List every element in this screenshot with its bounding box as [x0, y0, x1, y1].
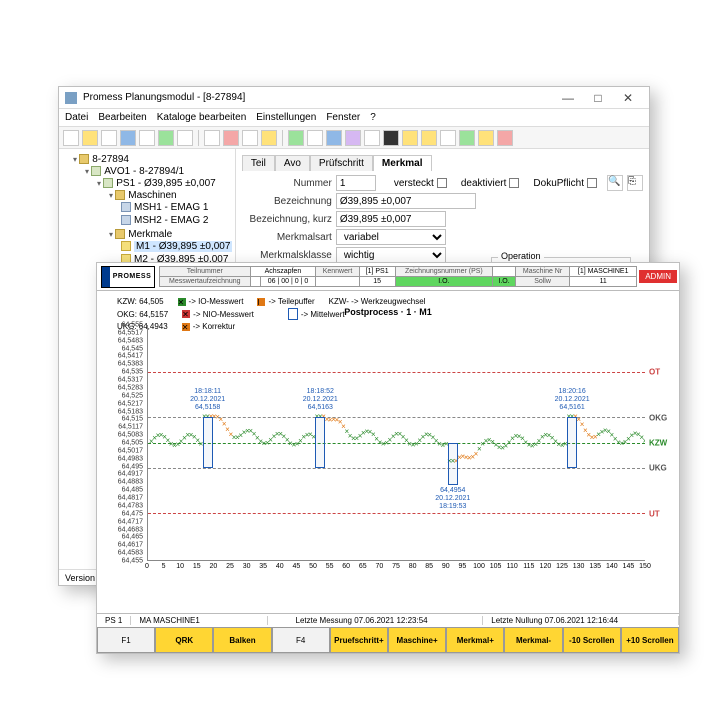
tb-icon[interactable] [440, 130, 456, 146]
promess-logo: PROMESS [101, 266, 155, 288]
fkey[interactable]: Maschine+ [388, 627, 446, 653]
tb-icon[interactable] [139, 130, 155, 146]
tb-icon[interactable] [101, 130, 117, 146]
tb-icon[interactable] [345, 130, 361, 146]
main-tabs: Teil Avo Prüfschritt Merkmal [242, 155, 643, 171]
plot: ××××××××××××××××××××××××××××××××××××××××… [147, 325, 645, 561]
tree-selected: M1 - Ø39,895 ±0,007 [121, 240, 233, 253]
status-row: PS 1 MA MASCHINE1 Letzte Messung 07.06.2… [97, 613, 679, 627]
x-axis-labels: 0510152025303540455055606570758085909510… [147, 563, 645, 577]
menu-fenster[interactable]: Fenster [326, 112, 360, 123]
chart-window: PROMESS TeilnummerAchszapfen Kennwert[1]… [96, 262, 680, 654]
tb-icon[interactable] [459, 130, 475, 146]
fkey[interactable]: Merkmal+ [446, 627, 504, 653]
close-button[interactable]: ✕ [613, 91, 643, 105]
tb-icon[interactable] [402, 130, 418, 146]
tab-merkmal[interactable]: Merkmal [373, 155, 432, 171]
fkey[interactable]: Pruefschritt+ [330, 627, 388, 653]
function-keys: F1QRKBalkenF4Pruefschritt+Maschine+Merkm… [97, 627, 679, 653]
tb-icon[interactable] [120, 130, 136, 146]
btn-icon1[interactable]: 🔍 [607, 175, 623, 191]
art-select[interactable]: variabel [336, 229, 446, 245]
chart-area: KZW: 64,505 ✕-> IO-Messwert І-> Teilepuf… [97, 291, 679, 587]
tab-avo[interactable]: Avo [275, 155, 310, 171]
window-title: Promess Planungsmodul - [8-27894] [83, 92, 245, 103]
fkey[interactable]: F1 [97, 627, 155, 653]
menu-datei[interactable]: Datei [65, 112, 88, 123]
right-labels: OTOKGKZWUKGUT [647, 325, 679, 561]
titlebar[interactable]: Promess Planungsmodul - [8-27894] — □ ✕ [59, 87, 649, 109]
minimize-button[interactable]: — [553, 91, 583, 105]
tb-icon[interactable] [364, 130, 380, 146]
fkey[interactable]: Balken [213, 627, 271, 653]
menu-bearbeiten[interactable]: Bearbeiten [98, 112, 146, 123]
menu-kataloge[interactable]: Kataloge bearbeiten [157, 112, 247, 123]
menubar: Datei Bearbeiten Kataloge bearbeiten Ein… [59, 109, 649, 127]
tb-icon[interactable] [326, 130, 342, 146]
tb-icon[interactable] [204, 130, 220, 146]
tb-icon[interactable] [63, 130, 79, 146]
maximize-button[interactable]: □ [583, 91, 613, 105]
bez-input[interactable] [336, 193, 476, 209]
tb-icon[interactable] [497, 130, 513, 146]
tb-icon[interactable] [177, 130, 193, 146]
chart-header: PROMESS TeilnummerAchszapfen Kennwert[1]… [97, 263, 679, 291]
tab-pruefschritt[interactable]: Prüfschritt [310, 155, 373, 171]
kl-select[interactable]: wichtig [336, 247, 446, 263]
fkey[interactable]: Merkmal- [504, 627, 562, 653]
menu-einstellungen[interactable]: Einstellungen [256, 112, 316, 123]
btn-icon2[interactable]: ⎘ [627, 175, 643, 191]
app-icon [65, 92, 77, 104]
chk-deaktiviert[interactable]: deaktiviert [461, 178, 520, 189]
tb-icon[interactable] [242, 130, 258, 146]
svg-text:×: × [643, 437, 645, 446]
bezk-input[interactable] [336, 211, 446, 227]
nummer-input[interactable] [336, 175, 376, 191]
chk-versteckt[interactable]: versteckt [394, 178, 447, 189]
menu-help[interactable]: ? [370, 112, 376, 123]
fkey[interactable]: +10 Scrollen [621, 627, 679, 653]
tb-icon[interactable] [307, 130, 323, 146]
tb-icon[interactable] [478, 130, 494, 146]
fkey[interactable]: -10 Scrollen [563, 627, 621, 653]
tb-icon[interactable] [158, 130, 174, 146]
tb-icon[interactable] [421, 130, 437, 146]
tb-icon[interactable] [82, 130, 98, 146]
tab-teil[interactable]: Teil [242, 155, 275, 171]
tb-icon[interactable] [223, 130, 239, 146]
fkey[interactable]: QRK [155, 627, 213, 653]
fkey[interactable]: F4 [272, 627, 330, 653]
chart-footer: PS 1 MA MASCHINE1 Letzte Messung 07.06.2… [97, 613, 679, 653]
y-axis-labels: 64,55564,551764,548364,54564,541764,5383… [97, 325, 145, 561]
toolbar [59, 127, 649, 149]
tb-icon[interactable] [261, 130, 277, 146]
chk-doku[interactable]: DokuPflicht [533, 178, 597, 189]
tb-icon[interactable] [383, 130, 399, 146]
tb-icon[interactable] [288, 130, 304, 146]
chart-title: Postprocess · 1 · M1 [344, 307, 432, 317]
admin-badge: ADMIN [639, 270, 677, 283]
header-table: TeilnummerAchszapfen Kennwert[1] PS1 Zei… [159, 266, 637, 287]
